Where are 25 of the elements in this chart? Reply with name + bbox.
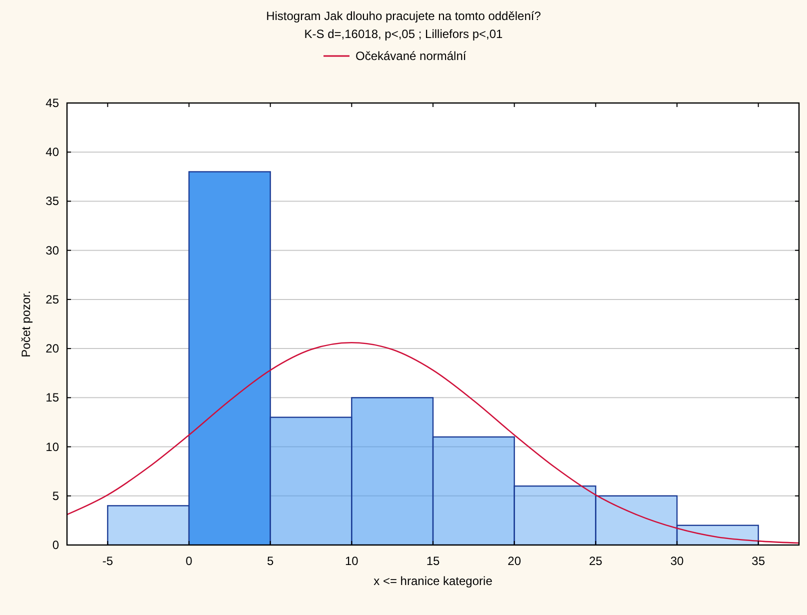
y-tick-label: 45 xyxy=(46,96,60,110)
chart-title: Histogram Jak dlouho pracujete na tomto oddělení? xyxy=(266,9,542,23)
x-tick-label: 25 xyxy=(588,554,603,568)
x-tick-label: 10 xyxy=(344,554,359,568)
line-series xyxy=(67,342,799,544)
x-tick-label: 20 xyxy=(508,554,522,568)
x-tick-label: 35 xyxy=(752,554,766,568)
x-tick-label: 0 xyxy=(186,554,193,568)
y-tick-label: 30 xyxy=(46,243,60,258)
y-tick-label: 10 xyxy=(46,440,60,454)
x-tick-label: -5 xyxy=(102,554,114,568)
x-tick-label: 5 xyxy=(266,554,274,568)
x-axis-title: x <= hranice kategorie xyxy=(374,574,493,588)
y-tick-label: 40 xyxy=(46,145,60,160)
legend-label: Očekávané normální xyxy=(356,49,467,63)
x-tick-label: 30 xyxy=(670,554,684,568)
y-tick-label: 35 xyxy=(46,194,60,208)
y-tick-label: 25 xyxy=(46,292,60,306)
y-tick-label: 0 xyxy=(52,538,60,552)
y-tick-label: 5 xyxy=(52,488,60,503)
chart-subtitle: K-S d=,16018, p<,05 ; Lilliefors p<,01 xyxy=(304,27,504,41)
x-tick-label: 15 xyxy=(426,554,440,568)
y-tick-label: 20 xyxy=(46,342,60,356)
y-tick-label: 15 xyxy=(46,390,60,405)
y-axis-title: Počet pozor. xyxy=(19,290,33,358)
